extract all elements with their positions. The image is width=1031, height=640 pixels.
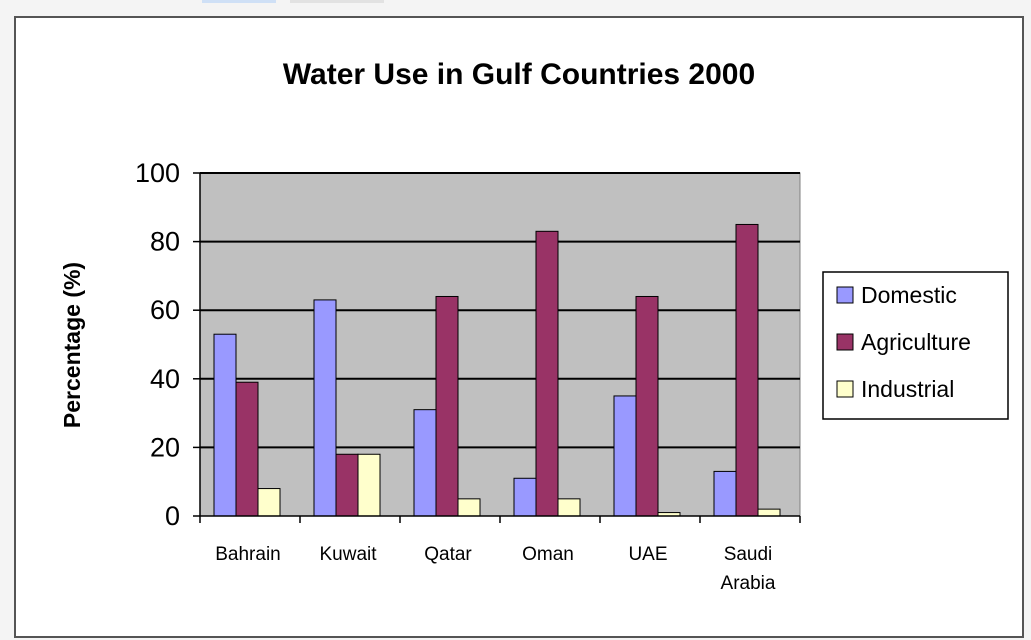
bar-industrial-bahrain <box>258 489 280 516</box>
chart-title: Water Use in Gulf Countries 2000 <box>283 58 755 91</box>
bar-agriculture-saudi-arabia <box>736 224 758 516</box>
y-tick-label: 20 <box>150 432 180 462</box>
x-tick-label: UAE <box>628 544 667 565</box>
bar-industrial-saudi-arabia <box>758 509 780 516</box>
y-axis-label: Percentage (%) <box>59 262 85 428</box>
bar-domestic-oman <box>514 478 536 516</box>
bar-agriculture-kuwait <box>336 454 358 516</box>
x-tick-label: Qatar <box>424 544 472 565</box>
plot-area <box>200 173 800 516</box>
y-tick-label: 80 <box>150 227 180 257</box>
bar-agriculture-bahrain <box>236 382 258 516</box>
bar-industrial-kuwait <box>358 454 380 516</box>
legend-swatch-industrial <box>837 381 853 397</box>
bar-agriculture-oman <box>536 231 558 516</box>
bar-domestic-kuwait <box>314 300 336 516</box>
bar-domestic-qatar <box>414 410 436 516</box>
x-tick-label: Kuwait <box>319 544 377 565</box>
bar-domestic-uae <box>614 396 636 516</box>
x-tick-label: Bahrain <box>215 544 281 565</box>
legend-label-domestic: Domestic <box>861 282 957 308</box>
bar-domestic-saudi-arabia <box>714 471 736 516</box>
legend: Domestic Agriculture Industrial <box>823 272 1008 419</box>
legend-swatch-agriculture <box>837 334 853 350</box>
x-tick-label: Arabia <box>721 573 776 594</box>
legend-label-agriculture: Agriculture <box>861 329 971 355</box>
x-tick-label: Oman <box>522 544 574 565</box>
bar-agriculture-qatar <box>436 296 458 516</box>
bar-industrial-oman <box>558 499 580 516</box>
legend-label-industrial: Industrial <box>861 376 954 402</box>
y-tick-label: 60 <box>150 295 180 325</box>
legend-swatch-domestic <box>837 287 853 303</box>
y-tick-label: 40 <box>150 364 180 394</box>
bar-agriculture-uae <box>636 296 658 516</box>
y-tick-label: 100 <box>135 158 180 188</box>
bar-domestic-bahrain <box>214 334 236 516</box>
x-tick-label: Saudi <box>724 544 773 565</box>
bar-industrial-qatar <box>458 499 480 516</box>
y-tick-label: 0 <box>165 501 180 531</box>
